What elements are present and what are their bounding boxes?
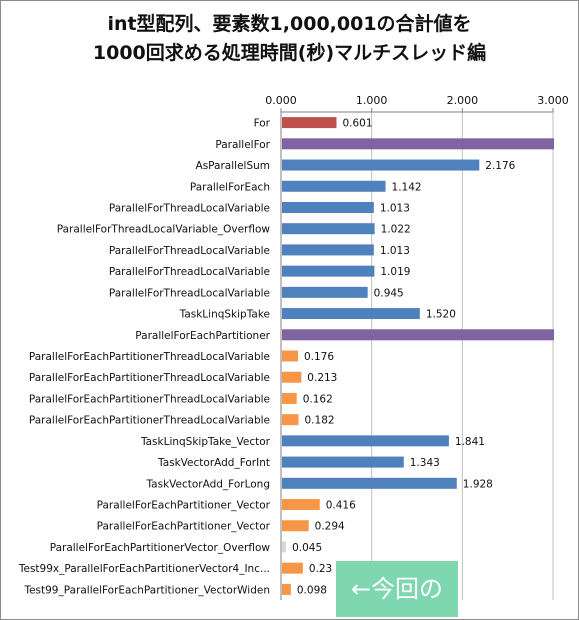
category-label: ParallelForThreadLocalVariable	[109, 287, 270, 299]
bar	[282, 456, 404, 468]
bar	[282, 350, 298, 362]
data-label: 0.182	[305, 415, 335, 427]
data-label: 0.23	[309, 563, 332, 575]
data-label: 1.019	[380, 266, 410, 278]
x-tick-label: 2.000	[447, 94, 479, 107]
data-label: 1.841	[455, 436, 485, 448]
category-label: Test99_ParallelForEachPartitioner_Vector…	[23, 584, 270, 596]
bar	[282, 286, 368, 298]
bar	[282, 371, 302, 383]
data-label: 1.142	[392, 181, 422, 193]
category-label: ParallelForThreadLocalVariable_Overflow	[57, 224, 271, 236]
category-label: ParallelForEachPartitionerThreadLocalVar…	[29, 351, 270, 363]
data-label: 0.162	[303, 393, 333, 405]
category-label: TaskVectorAdd_ForLong	[145, 478, 270, 490]
bar	[282, 265, 375, 277]
bar	[282, 583, 291, 595]
category-label: AsParallelSum	[196, 160, 270, 172]
category-label: TaskVectorAdd_ForInt	[157, 457, 270, 469]
chart-title: int型配列、要素数1,000,001の合計値を 1000回求める処理時間(秒)…	[0, 10, 579, 68]
category-label: Test99x_ParallelForEachPartitionerVector…	[18, 563, 270, 575]
data-label: 0.416	[326, 500, 356, 512]
category-label: ParallelForEachPartitioner	[135, 330, 270, 342]
chart-title-line-2: 1000回求める処理時間(秒)マルチスレッド編	[92, 42, 487, 64]
bar	[282, 329, 554, 341]
category-label: ParallelForEachPartitionerVector_Overflo…	[50, 542, 271, 554]
bar	[282, 541, 287, 553]
bar	[282, 562, 303, 574]
category-label: ParallelForThreadLocalVariable	[109, 266, 270, 278]
data-label: 0.176	[304, 351, 334, 363]
category-label: ParallelForEachPartitioner_Vector	[97, 521, 271, 533]
data-label: 1.343	[410, 457, 440, 469]
data-label: 0.601	[342, 118, 372, 130]
chart-title-line-1: int型配列、要素数1,000,001の合計値を	[107, 13, 472, 35]
bar	[282, 392, 297, 404]
category-label: ParallelForEachPartitionerThreadLocalVar…	[29, 415, 270, 427]
bar	[282, 520, 309, 532]
data-label: 0.213	[307, 372, 337, 384]
category-label: ParallelForEach	[190, 181, 270, 193]
category-label: ParallelForThreadLocalVariable	[109, 202, 270, 214]
bar	[282, 223, 375, 235]
data-label: 2.176	[485, 160, 515, 172]
bar	[282, 138, 554, 150]
x-tick-label: 0.000	[265, 94, 297, 107]
callout-annotation: ←今回の	[336, 561, 458, 617]
bar	[282, 414, 299, 426]
category-label: ParallelForEachPartitioner_Vector	[97, 500, 271, 512]
data-label: 1.013	[380, 202, 410, 214]
category-label: TaskLinqSkipTake	[179, 309, 270, 321]
data-label: 1.928	[463, 478, 493, 490]
data-label: 0.098	[297, 584, 327, 596]
data-label: 1.013	[380, 245, 410, 257]
data-label: 1.022	[381, 224, 411, 236]
bar	[282, 180, 386, 192]
data-label: 0.945	[374, 287, 404, 299]
bar	[282, 159, 480, 171]
data-label: 1.520	[426, 309, 456, 321]
bar	[282, 244, 374, 256]
bar	[282, 499, 320, 511]
bar	[282, 117, 337, 129]
bar	[282, 435, 449, 447]
category-label: For	[254, 118, 271, 130]
data-label: 0.045	[292, 542, 322, 554]
category-label: ParallelForThreadLocalVariable	[109, 245, 270, 257]
bar	[282, 201, 374, 213]
category-label: ParallelForEachPartitionerThreadLocalVar…	[29, 393, 270, 405]
category-label: ParallelFor	[215, 139, 270, 151]
bar	[282, 477, 457, 489]
x-tick-label: 3.000	[537, 94, 569, 107]
category-label: ParallelForEachPartitionerThreadLocalVar…	[29, 372, 270, 384]
bar	[282, 308, 420, 320]
x-tick-label: 1.000	[356, 94, 388, 107]
category-label: TaskLinqSkipTake_Vector	[140, 436, 271, 448]
data-label: 0.294	[315, 521, 345, 533]
